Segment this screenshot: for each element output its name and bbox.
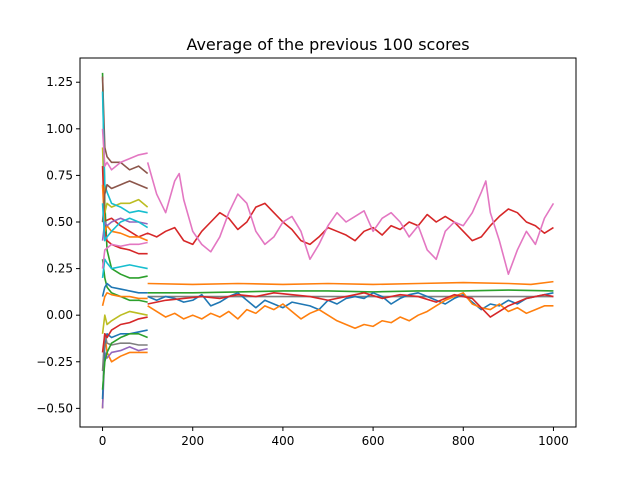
y-tick-label: 1.00 [46, 122, 73, 136]
x-tick-label: 0 [99, 434, 107, 448]
series-line-29 [101, 203, 149, 242]
series-line-1 [102, 202, 554, 246]
series-line-3 [147, 280, 554, 286]
series-line-30 [101, 292, 148, 307]
series-line-22 [101, 258, 148, 279]
series-layer [101, 72, 555, 409]
series-line-11 [101, 76, 149, 175]
series-line-16 [101, 128, 148, 171]
series-line-20 [101, 184, 148, 242]
y-tick-label: −0.25 [36, 355, 73, 369]
y-tick-label: 1.25 [46, 75, 73, 89]
x-tick-label: 200 [181, 434, 204, 448]
series-line-21 [101, 310, 148, 334]
series-line-2 [146, 162, 555, 275]
plot-frame [79, 57, 577, 428]
series-line-8 [147, 292, 554, 318]
series-line-7 [147, 292, 554, 330]
x-tick-label: 600 [362, 434, 385, 448]
y-tick-label: −0.50 [36, 401, 73, 415]
series-line-28 [101, 333, 148, 390]
x-tick-label: 800 [452, 434, 475, 448]
y-tick-label: 0.75 [46, 168, 73, 182]
series-line-14 [101, 91, 148, 214]
series-line-19 [101, 259, 148, 303]
series-line-4 [147, 289, 554, 294]
series-line-18 [101, 166, 148, 255]
series-line-23 [101, 180, 148, 223]
series-line-26 [101, 316, 148, 353]
series-line-15 [101, 329, 148, 400]
series-line-6 [147, 292, 554, 311]
y-tick-label: 0.25 [46, 262, 73, 276]
y-tick-label: 0.50 [46, 215, 73, 229]
chart-title: Average of the previous 100 scores [186, 35, 469, 54]
x-tick-label: 1000 [538, 434, 569, 448]
axis-layer: 0 200 400 600 800 1000 −0.50 −0.25 0.00 0.25 0.50 0… [36, 75, 569, 448]
y-tick-label: 0.00 [46, 308, 73, 322]
series-line-24 [101, 282, 148, 297]
series-line-27 [101, 241, 148, 269]
x-tick-label: 400 [271, 434, 294, 448]
